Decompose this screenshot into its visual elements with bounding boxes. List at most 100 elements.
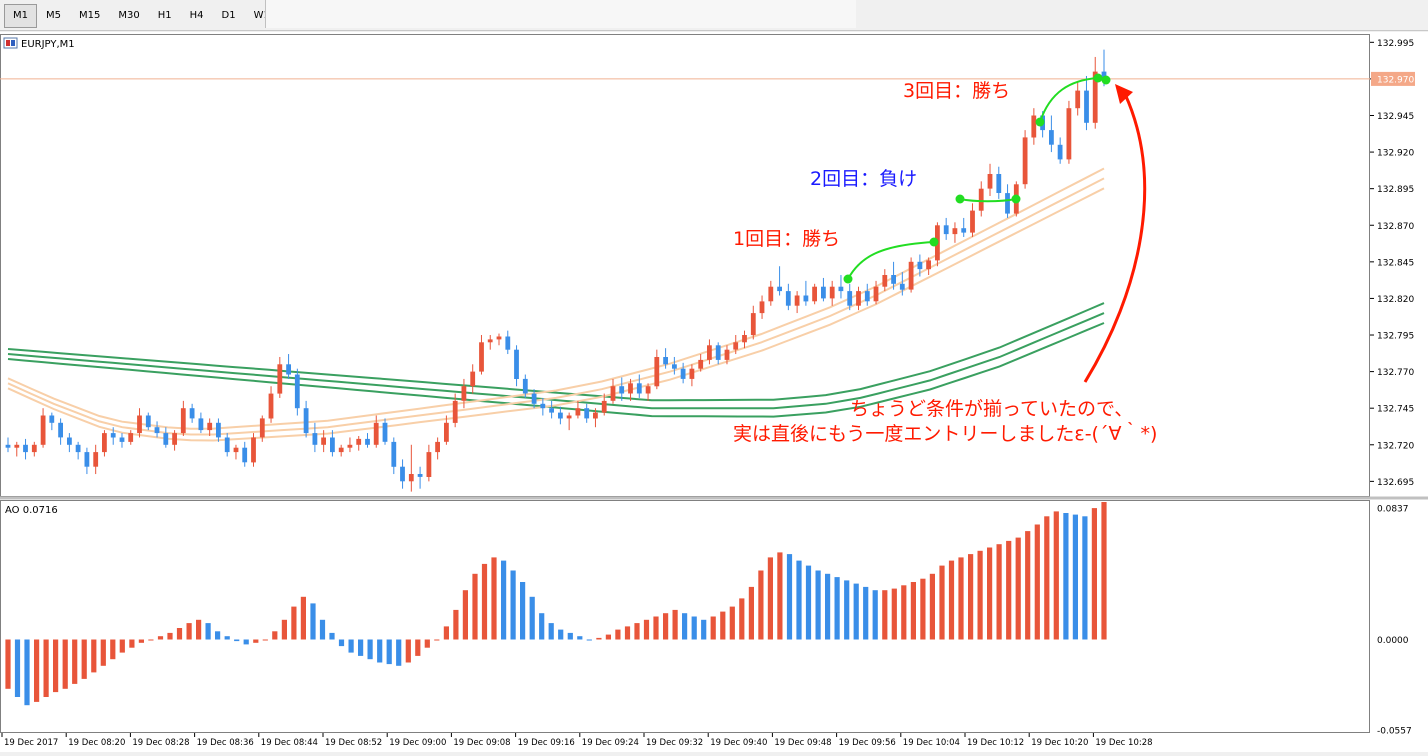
- ao-bar: [205, 623, 211, 640]
- ao-bar: [834, 577, 840, 640]
- ao-bar: [996, 544, 1002, 640]
- candle: [1049, 115, 1054, 153]
- price-tick-label: 132.995: [1377, 39, 1414, 49]
- price-tick-label: 132.795: [1377, 332, 1414, 342]
- ao-bar: [491, 557, 497, 640]
- trade2-entry-marker: [955, 194, 965, 204]
- price-tick-label: 132.820: [1377, 295, 1414, 305]
- trade3-entry-marker: [1035, 117, 1045, 127]
- time-tick-label: 19 Dec 08:52: [325, 738, 382, 748]
- timeframe-m30-button[interactable]: M30: [118, 10, 140, 21]
- ma-line: [7, 302, 1105, 402]
- ma-line: [7, 187, 1105, 442]
- ao-bar: [234, 639, 240, 642]
- candle: [593, 408, 598, 428]
- ao-bar: [882, 590, 888, 640]
- candle: [233, 444, 239, 460]
- candle: [785, 283, 791, 311]
- candle: [154, 421, 160, 438]
- candle: [5, 437, 11, 453]
- ao-tick-label: 0.0837: [1377, 505, 1409, 515]
- candle: [338, 444, 344, 457]
- candle: [601, 393, 607, 416]
- ao-bar: [643, 619, 650, 640]
- ao-bar: [34, 639, 40, 702]
- candle: [873, 280, 879, 305]
- annotation-arrow: [1083, 84, 1147, 383]
- time-tick-label: 19 Dec 10:12: [967, 738, 1024, 748]
- candle: [531, 389, 537, 409]
- ao-bar: [91, 639, 97, 673]
- ao-bar: [501, 560, 507, 640]
- ao-bar: [748, 586, 754, 640]
- ao-bar: [1034, 524, 1040, 640]
- candle: [347, 437, 353, 453]
- timeframe-m1-button[interactable]: M1: [4, 4, 37, 28]
- timeframe-w1-button[interactable]: W1: [253, 10, 270, 21]
- ao-bar: [863, 586, 869, 640]
- timeframe-h1-button[interactable]: H1: [157, 10, 172, 21]
- candle: [470, 364, 476, 394]
- timeframe-m5-button[interactable]: M5: [46, 10, 61, 21]
- ao-bar: [901, 585, 907, 640]
- candle: [856, 286, 861, 311]
- ao-bar: [405, 639, 411, 663]
- time-tick-label: 19 Dec 09:48: [774, 738, 831, 748]
- ao-bar: [605, 634, 611, 640]
- candle: [1031, 108, 1037, 145]
- ao-tick-label: -0.0557: [1377, 727, 1412, 737]
- candle: [198, 412, 204, 434]
- ao-bar: [634, 623, 640, 640]
- candle: [479, 335, 484, 375]
- ao-bar: [567, 632, 573, 640]
- ao-bar: [386, 639, 392, 665]
- candle: [549, 400, 554, 419]
- candlesticks: [5, 49, 1107, 492]
- chart-canvas[interactable]: EURJPY,M1 AO 0.0716 132.995 132.945 132.92…: [0, 32, 1428, 752]
- ao-bar: [338, 639, 345, 647]
- ao-bar: [253, 639, 259, 643]
- timeframe-m15-button[interactable]: M15: [79, 10, 101, 21]
- candle: [294, 368, 300, 416]
- note-line-2: 実は直後にもう一度エントリーしましたε-(´∀｀*): [733, 421, 1157, 445]
- candle: [382, 418, 388, 445]
- trade3-second-marker: [1101, 75, 1111, 85]
- candle: [619, 377, 625, 401]
- ao-bar: [615, 629, 621, 640]
- ao-bar: [825, 573, 831, 640]
- candle: [943, 217, 949, 240]
- ao-bar: [929, 573, 935, 640]
- ao-bar: [72, 639, 78, 684]
- timeframe-h4-button[interactable]: H4: [189, 10, 204, 21]
- candle: [908, 257, 914, 293]
- ao-bar: [196, 619, 202, 640]
- ao-pane-frame: [0, 500, 1370, 733]
- candle: [31, 441, 37, 457]
- candle: [312, 422, 318, 453]
- candle: [978, 181, 984, 217]
- time-tick-label: 19 Dec 09:40: [710, 738, 767, 748]
- ao-bar: [300, 596, 306, 640]
- chart-window[interactable]: EURJPY,M1 AO 0.0716 132.995 132.945 132.92…: [0, 32, 1428, 752]
- symbol-title: EURJPY,M1: [21, 39, 75, 50]
- candle: [628, 378, 633, 401]
- ao-bar: [910, 582, 916, 640]
- ao-bar: [948, 560, 955, 640]
- trade1-label: 1回目：勝ち: [733, 228, 840, 250]
- time-tick-label: 19 Dec 10:04: [903, 738, 960, 748]
- ao-bar: [100, 639, 106, 666]
- timeframe-d1-button[interactable]: D1: [221, 10, 236, 21]
- ao-bar: [186, 623, 192, 640]
- candle: [838, 275, 844, 299]
- price-tick-label: 132.920: [1377, 149, 1414, 159]
- ao-bar: [453, 609, 459, 640]
- candle: [58, 418, 63, 445]
- candle: [145, 412, 151, 431]
- ao-bar: [319, 619, 326, 640]
- candle: [435, 437, 440, 460]
- ao-bar: [1063, 513, 1069, 640]
- ao-bar: [1015, 537, 1021, 640]
- ao-bar: [14, 639, 21, 697]
- candle: [829, 280, 835, 306]
- ao-bar: [443, 626, 449, 640]
